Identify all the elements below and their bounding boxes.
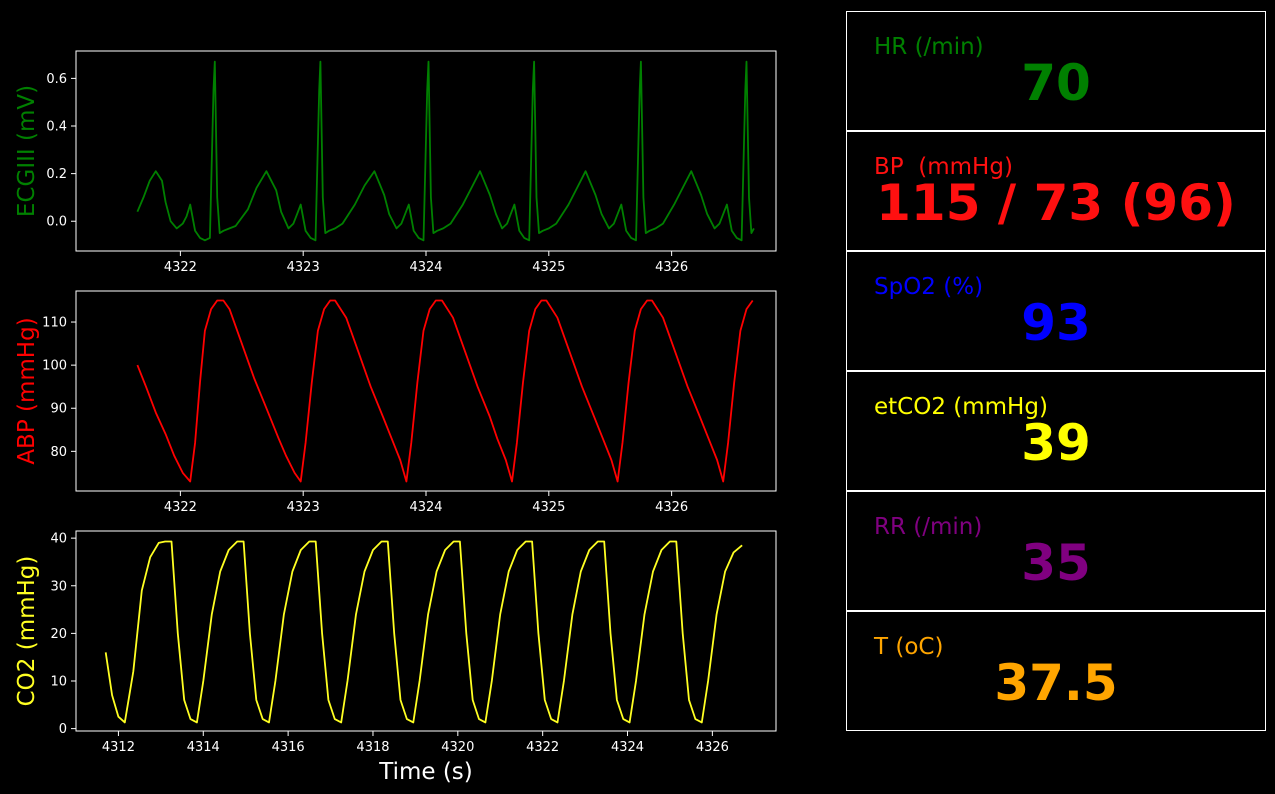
co2-axes-frame [75, 530, 777, 732]
co2-y-tick-label: 30 [50, 579, 67, 594]
co2-x-tick-label: 4324 [611, 740, 644, 755]
ecg-x-tick-label: 4325 [532, 260, 565, 275]
co2-y-tick-label: 10 [50, 675, 67, 690]
co2-y-tick-label: 20 [50, 627, 67, 642]
vital-etco2-value: 39 [1021, 414, 1091, 472]
abp-x-tick-label: 4326 [655, 500, 688, 515]
waveform-charts: 4322 4323 4324 4325 4326 0.0 0.2 0.4 0.6 ECGIII (… [14, 50, 777, 785]
vital-rr-label: RR (/min) [874, 514, 983, 540]
co2-x-tick-label: 4316 [272, 740, 305, 755]
vital-spo2: SpO2 (%) 93 [846, 251, 1266, 371]
ecg-ylabel: ECGIII (mV) [14, 85, 40, 217]
co2-chart: 4312 4314 4316 4318 4320 4322 4324 4326 0 10 20 30 4… [14, 530, 777, 785]
abp-y-tick-label: 100 [42, 359, 67, 374]
co2-series-line [104, 540, 743, 724]
abp-y-tick-label: 80 [50, 445, 67, 460]
ecg-y-tick-label: 0.6 [46, 72, 67, 87]
vital-hr: HR (/min) 70 [846, 11, 1266, 131]
abp-series-line [136, 299, 754, 483]
ecg-x-tick-label: 4323 [287, 260, 320, 275]
ecg-chart: 4322 4323 4324 4325 4326 0.0 0.2 0.4 0.6 ECGIII (… [14, 50, 777, 275]
ecg-y-tick-label: 0.0 [46, 215, 67, 230]
ecg-series-line [136, 60, 755, 242]
ecg-x-tick-label: 4326 [655, 260, 688, 275]
co2-ylabel: CO2 (mmHg) [14, 556, 40, 707]
vital-bp-label: BP (mmHg) [874, 154, 1013, 180]
abp-x-tick-label: 4322 [164, 500, 197, 515]
abp-x-tick-label: 4323 [287, 500, 320, 515]
vital-etco2: etCO2 (mmHg) 39 [846, 371, 1266, 491]
vital-etco2-label: etCO2 (mmHg) [874, 394, 1048, 420]
ecg-x-tick-label: 4324 [409, 260, 442, 275]
vital-bp-value: 115 / 73 (96) [876, 174, 1236, 232]
abp-y-tick-label: 110 [42, 316, 67, 331]
co2-x-tick-label: 4312 [102, 740, 135, 755]
vital-rr: RR (/min) 35 [846, 491, 1266, 611]
co2-x-tick-label: 4322 [526, 740, 559, 755]
co2-x-tick-label: 4314 [187, 740, 220, 755]
co2-x-tick-label: 4320 [441, 740, 474, 755]
vital-spo2-label: SpO2 (%) [874, 274, 984, 300]
co2-y-tick-label: 0 [59, 722, 67, 737]
co2-y-tick-label: 40 [50, 532, 67, 547]
vital-hr-value: 70 [1021, 54, 1091, 112]
abp-x-tick-label: 4325 [532, 500, 565, 515]
vital-hr-label: HR (/min) [874, 34, 984, 60]
ecg-y-tick-label: 0.4 [46, 120, 67, 135]
vital-temp-label: T (oC) [874, 634, 944, 660]
co2-xlabel: Time (s) [378, 759, 473, 785]
ecg-y-tick-label: 0.2 [46, 167, 67, 182]
abp-y-tick-label: 90 [50, 402, 67, 417]
vital-temp: T (oC) 37.5 [846, 611, 1266, 731]
vital-rr-value: 35 [1021, 534, 1091, 592]
vital-spo2-value: 93 [1021, 294, 1091, 352]
abp-x-tick-label: 4324 [409, 500, 442, 515]
co2-x-tick-label: 4318 [356, 740, 389, 755]
ecg-x-tick-label: 4322 [164, 260, 197, 275]
vital-temp-value: 37.5 [994, 654, 1118, 712]
vital-bp: BP (mmHg) 115 / 73 (96) [846, 131, 1266, 251]
abp-ylabel: ABP (mmHg) [14, 317, 40, 464]
co2-x-tick-label: 4326 [696, 740, 729, 755]
